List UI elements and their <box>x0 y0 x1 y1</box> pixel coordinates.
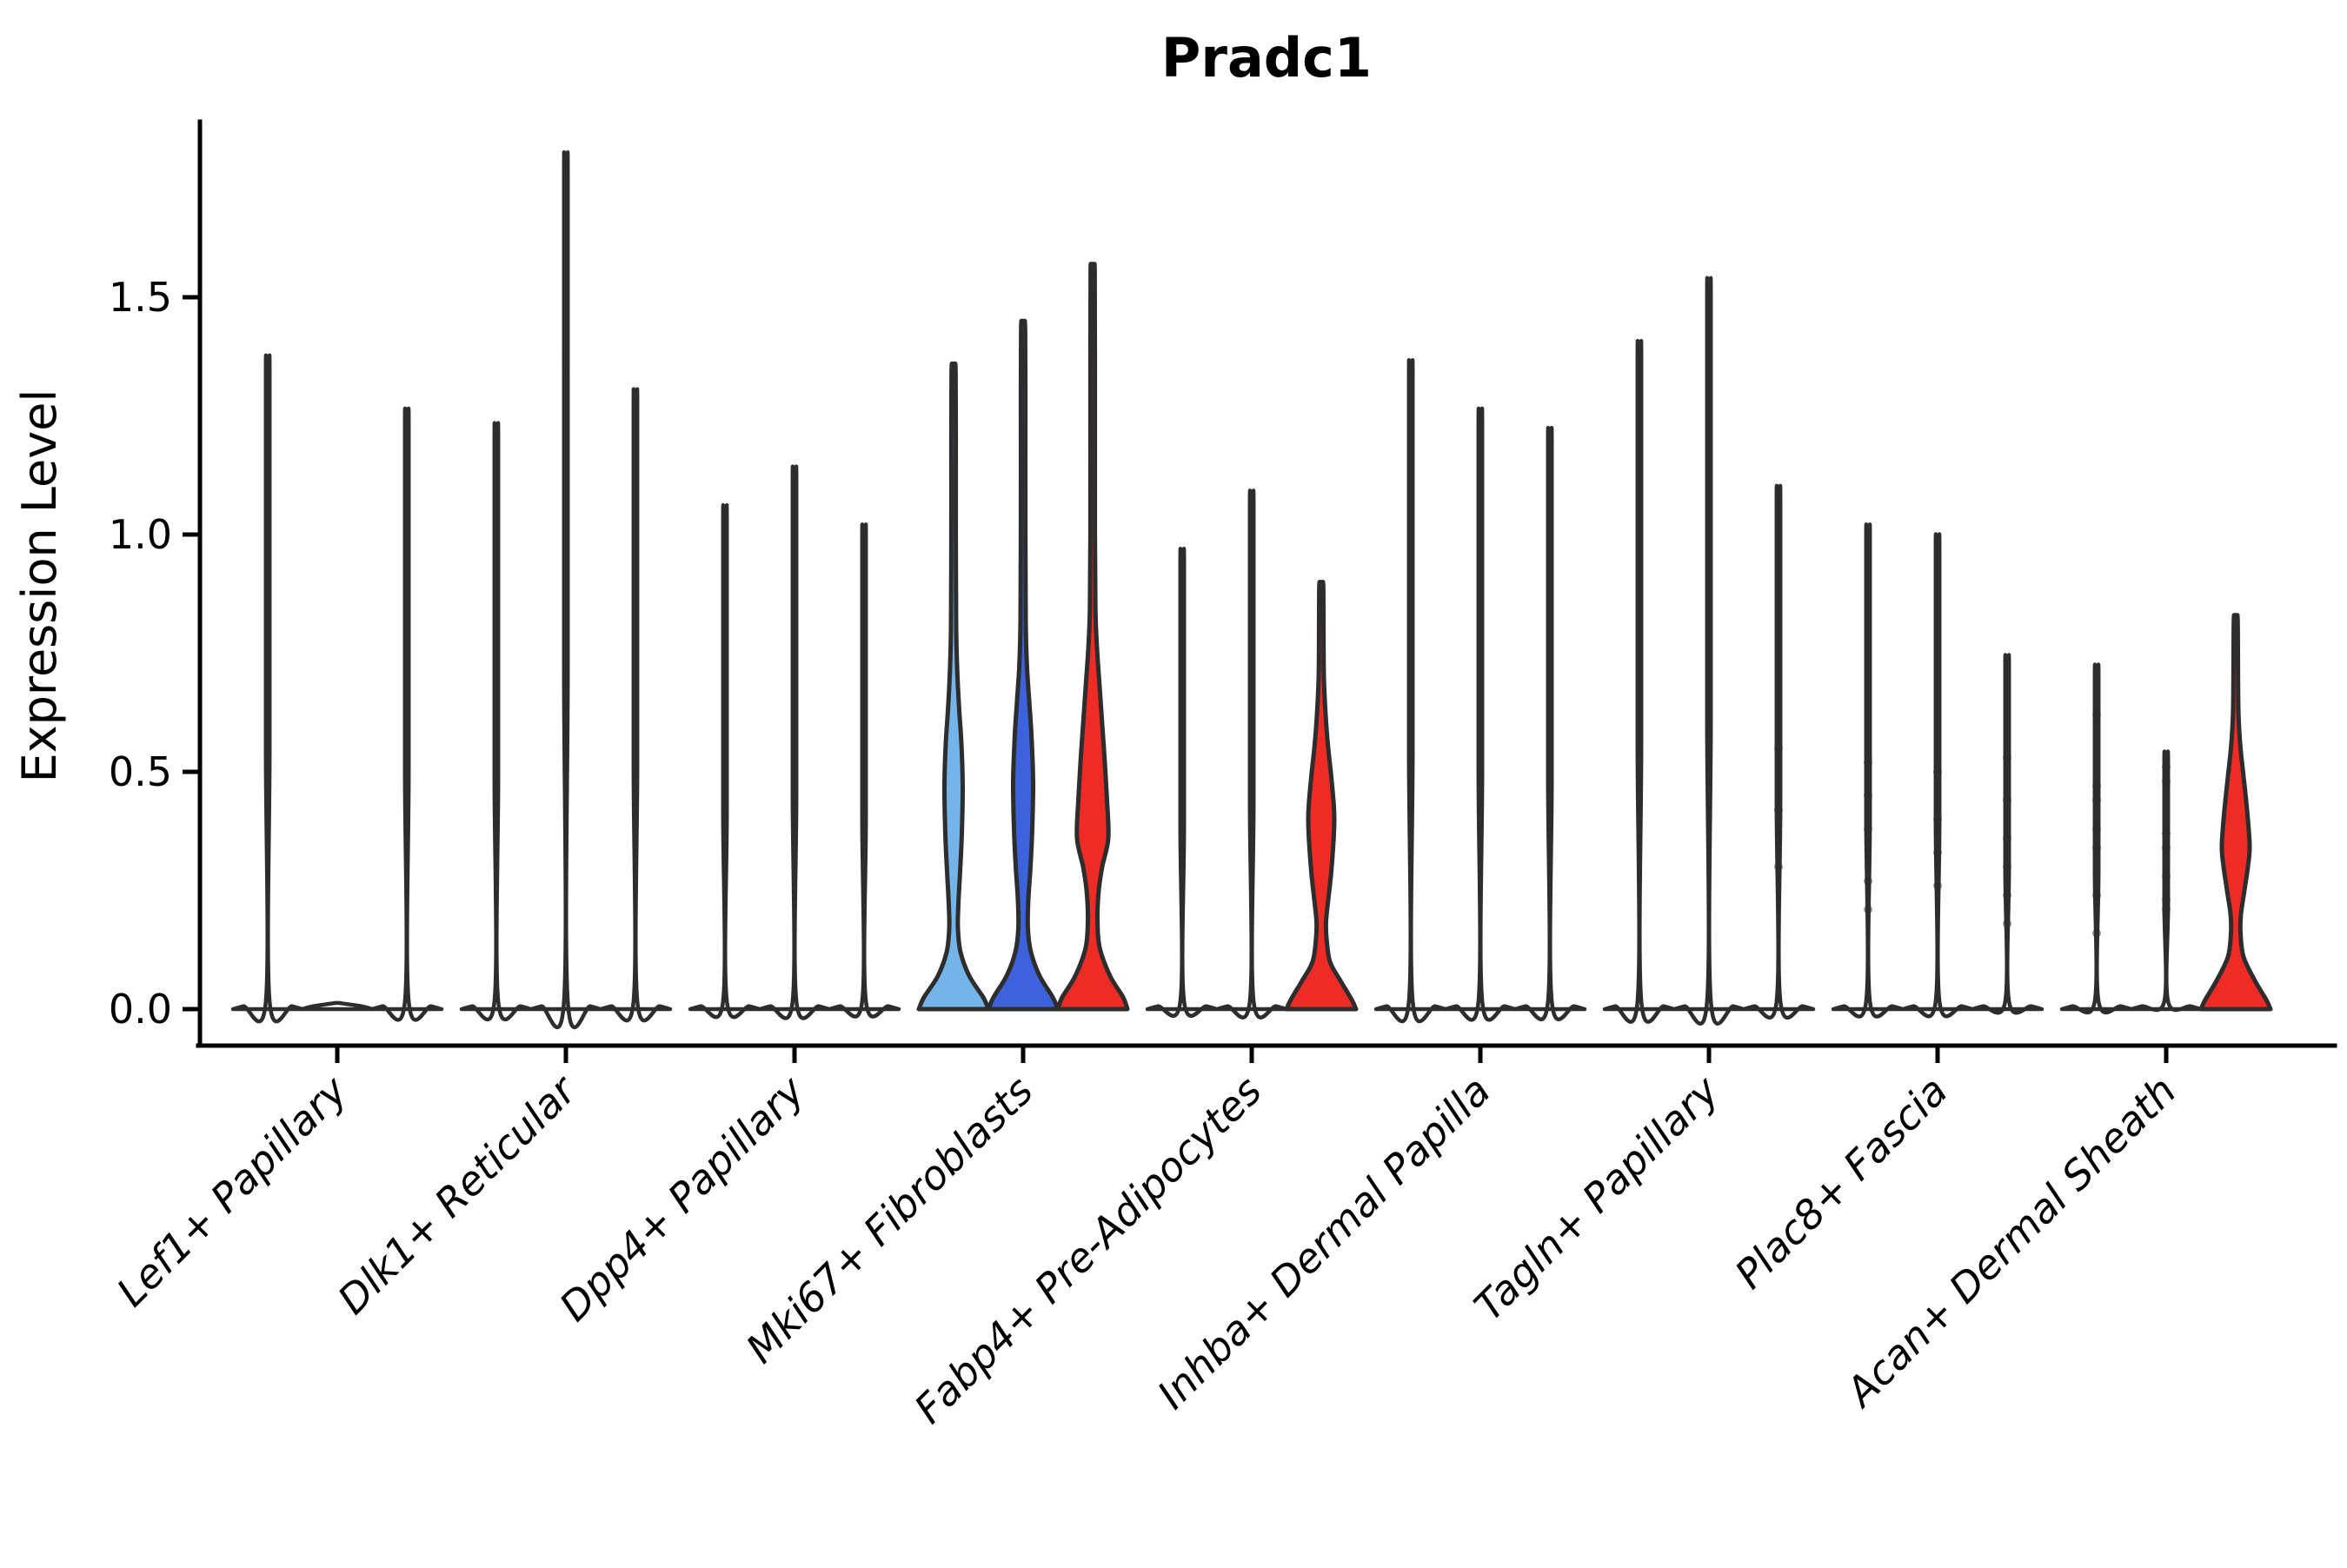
violin <box>1145 546 1220 1018</box>
violin <box>2059 662 2134 1015</box>
violin <box>1373 358 1448 1024</box>
violin <box>369 406 444 1022</box>
violin <box>529 150 603 1030</box>
jitter-dot <box>2092 890 2101 900</box>
jitter-dot <box>1774 743 1783 753</box>
jitter-dot <box>1774 862 1783 872</box>
jitter-dot <box>1933 847 1942 857</box>
jitter-dot <box>1864 791 1872 801</box>
violin <box>598 387 673 1023</box>
jitter-dot <box>2092 928 2101 938</box>
jitter-dot <box>2092 795 2101 805</box>
jitter-dot <box>2003 834 2011 843</box>
y-axis-label: Expression Level <box>12 389 67 783</box>
violin <box>1443 406 1518 1022</box>
x-axis-category-label: Tagln+ Papillary <box>1465 1066 1728 1330</box>
jitter-dot <box>2092 843 2101 853</box>
x-axis-category-label: Plac8+ Fascia <box>1725 1067 1956 1298</box>
violin <box>2198 613 2273 1012</box>
x-axis-category-label: Dpp4+ Papillary <box>550 1066 814 1330</box>
violin <box>1513 425 1587 1021</box>
jitter-dot <box>1864 824 1872 834</box>
y-axis-tick-label: 0.5 <box>109 748 172 795</box>
violin <box>916 361 991 1012</box>
violin <box>986 318 1060 1012</box>
jitter-dot <box>2162 905 2171 914</box>
violin <box>1284 580 1359 1012</box>
jitter-dot <box>2003 919 2011 928</box>
jitter-dot <box>2162 872 2171 881</box>
violin <box>757 464 832 1020</box>
chart-title: Pradc1 <box>1161 26 1372 90</box>
jitter-dot <box>1774 805 1783 814</box>
jitter-dot <box>1864 905 1872 914</box>
jitter-dot <box>2003 862 2011 872</box>
jitter-dot <box>2162 828 2171 838</box>
jitter-dot <box>1933 767 1942 776</box>
jitter-dot <box>1933 881 1942 891</box>
violin <box>230 353 305 1024</box>
jitter-dot <box>1933 814 1942 824</box>
y-axis-tick-label: 0.0 <box>109 986 172 1033</box>
jitter-dot <box>1864 758 1872 767</box>
jitter-dot <box>2162 776 2171 786</box>
jitter-dot <box>1864 876 1872 886</box>
jitter-dot <box>2092 710 2101 720</box>
x-axis-category-label: Lef1+ Papillary <box>108 1066 356 1315</box>
violin <box>459 421 534 1021</box>
violin <box>300 1000 375 1012</box>
violin <box>1831 522 1905 1019</box>
violin <box>1214 488 1289 1020</box>
y-axis-tick-label: 1.5 <box>109 274 172 321</box>
jitter-dot <box>2162 762 2171 772</box>
jitter-dot <box>2162 843 2171 853</box>
violin <box>827 522 901 1019</box>
violin <box>1672 276 1746 1026</box>
violin <box>1970 653 2044 1015</box>
x-axis-category-label: Dlk1+ Reticular <box>329 1065 587 1323</box>
jitter-dot <box>2003 753 2011 762</box>
jitter-dot <box>2162 895 2171 905</box>
jitter-dot <box>2003 890 2011 900</box>
violin <box>688 502 762 1020</box>
y-axis-tick-label: 1.0 <box>109 511 172 558</box>
violin <box>2129 749 2204 1013</box>
violin <box>1602 338 1677 1024</box>
jitter-dot <box>2003 795 2011 805</box>
jitter-dot <box>2092 781 2101 791</box>
violin <box>1055 262 1130 1012</box>
jitter-dot <box>2092 824 2101 834</box>
